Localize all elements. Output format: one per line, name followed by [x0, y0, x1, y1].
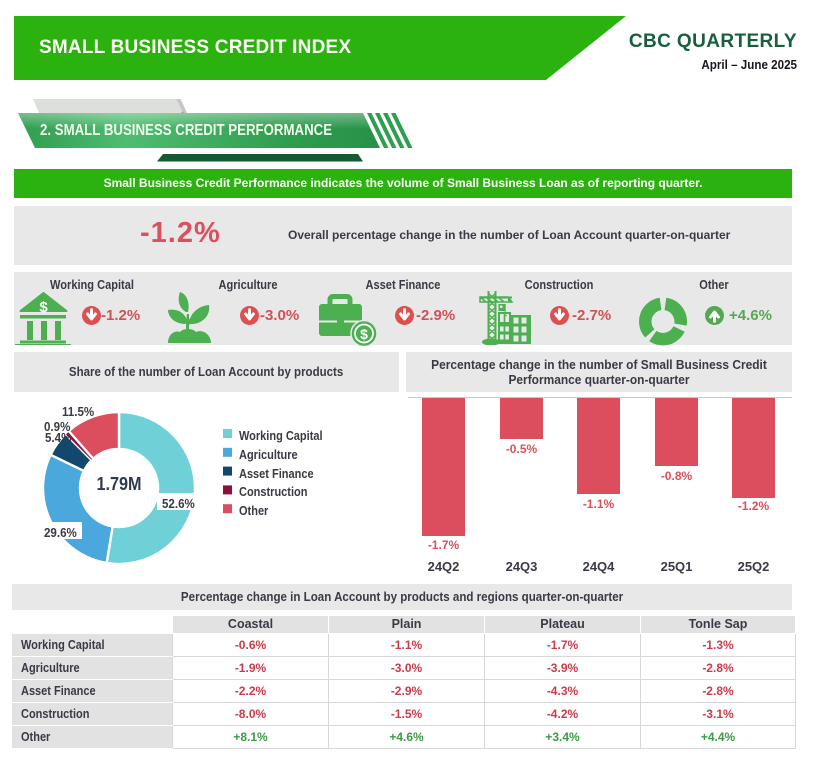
svg-text:$: $ [360, 326, 368, 342]
svg-text:$: $ [39, 299, 48, 316]
